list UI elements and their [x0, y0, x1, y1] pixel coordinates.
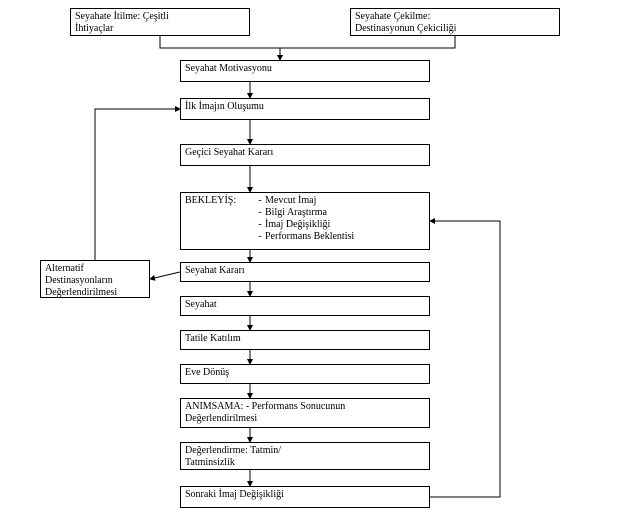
node-tentative-decision: Geçici Seyahat Kararı [180, 144, 430, 166]
anticipation-item: -Performans Beklentisi [255, 231, 425, 243]
node-anticipation: BEKLEYİŞ:-Mevcut İmaj-Bilgi Araştırma-İm… [180, 192, 430, 250]
node-recollection: ANIMSAMA: - Performans SonucununDeğerlen… [180, 398, 430, 428]
node-text-line: Tatile Katılım [185, 333, 425, 345]
node-text-line: Değerlendirilmesi [45, 287, 145, 299]
node-text-line: Seyahate Çekilme: [355, 11, 555, 23]
node-text-line: Seyahate İtilme: Çeşitli [75, 11, 245, 23]
node-text-line: Değerlendirilmesi [185, 413, 425, 425]
node-pull-factors: Seyahate Çekilme:Destinasyonun Çekiciliğ… [350, 8, 560, 36]
node-text-line: Destinasyonun Çekiciliği [355, 23, 555, 35]
node-text-line: İhtiyaçlar [75, 23, 245, 35]
anticipation-label: BEKLEYİŞ: [185, 195, 255, 243]
node-return-home: Eve Dönüş [180, 364, 430, 384]
node-text-line: ANIMSAMA: - Performans Sonucunun [185, 401, 425, 413]
node-subsequent-image-change: Sonraki İmaj Değişikliği [180, 486, 430, 508]
node-text-line: Seyahat Motivasyonu [185, 63, 425, 75]
node-text-line: Alternatif [45, 263, 145, 275]
node-push-factors: Seyahate İtilme: Çeşitliİhtiyaçlar [70, 8, 250, 36]
node-evaluation: Değerlendirme: Tatmin/Tatminsizlik [180, 442, 430, 470]
node-travel-motivation: Seyahat Motivasyonu [180, 60, 430, 82]
node-text-line: Geçici Seyahat Kararı [185, 147, 425, 159]
node-alternative-evaluation: AlternatifDestinasyonlarınDeğerlendirilm… [40, 260, 150, 298]
node-travel-decision: Seyahat Kararı [180, 262, 430, 282]
node-initial-image: İlk İmajın Oluşumu [180, 98, 430, 120]
node-text-line: İlk İmajın Oluşumu [185, 101, 425, 113]
node-text-line: Değerlendirme: Tatmin/ [185, 445, 425, 457]
node-vacation-participation: Tatile Katılım [180, 330, 430, 350]
node-text-line: Sonraki İmaj Değişikliği [185, 489, 425, 501]
anticipation-item: -Mevcut İmaj [255, 195, 425, 207]
node-text-line: Destinasyonların [45, 275, 145, 287]
node-text-line: Seyahat [185, 299, 425, 311]
node-text-line: Tatminsizlik [185, 457, 425, 469]
node-travel: Seyahat [180, 296, 430, 316]
anticipation-item: -Bilgi Araştırma [255, 207, 425, 219]
node-text-line: Eve Dönüş [185, 367, 425, 379]
node-text-line: Seyahat Kararı [185, 265, 425, 277]
anticipation-item: -İmaj Değişikliği [255, 219, 425, 231]
